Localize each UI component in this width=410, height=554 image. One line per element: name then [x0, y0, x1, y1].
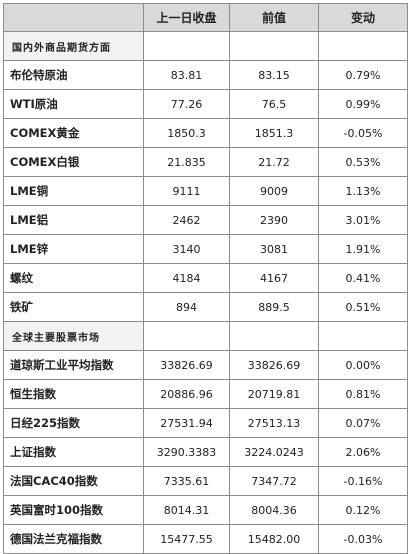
prev-close-value: 3140	[143, 234, 230, 264]
prior-value: 8004.36	[229, 495, 319, 525]
table-row: WTI原油 77.26 76.5 0.99%	[3, 89, 408, 119]
prev-close-value: 33826.69	[143, 350, 230, 380]
change-value: 0.81%	[318, 379, 408, 409]
row-name: LME锌	[3, 234, 144, 264]
table-row: 恒生指数 20886.96 20719.81 0.81%	[3, 379, 408, 409]
change-value: 3.01%	[318, 205, 408, 235]
change-value: 0.12%	[318, 495, 408, 525]
section-blank-cell	[229, 31, 319, 61]
section-blank-cell	[229, 321, 319, 351]
table-row: 英国富时100指数 8014.31 8004.36 0.12%	[3, 495, 408, 525]
prior-value: 889.5	[229, 292, 319, 322]
section-blank-cell	[143, 321, 230, 351]
row-name: LME铜	[3, 176, 144, 206]
section-row: 国内外商品期货方面	[3, 31, 408, 61]
table-row: 日经225指数 27531.94 27513.13 0.07%	[3, 408, 408, 438]
table-row: 上证指数 3290.3383 3224.0243 2.06%	[3, 437, 408, 467]
section-blank-cell	[318, 321, 408, 351]
change-value: 0.53%	[318, 147, 408, 177]
prior-value: 76.5	[229, 89, 319, 119]
table-row: 铁矿 894 889.5 0.51%	[3, 292, 408, 322]
prior-value: 9009	[229, 176, 319, 206]
row-name: 布伦特原油	[3, 60, 144, 90]
prev-close-value: 77.26	[143, 89, 230, 119]
section-row: 全球主要股票市场	[3, 321, 408, 351]
row-name: WTI原油	[3, 89, 144, 119]
table-row: COMEX白银 21.835 21.72 0.53%	[3, 147, 408, 177]
row-name: 螺纹	[3, 263, 144, 293]
change-value: 1.13%	[318, 176, 408, 206]
header-prior: 前值	[229, 3, 319, 32]
row-name: 英国富时100指数	[3, 495, 144, 525]
header-blank	[3, 3, 144, 32]
table-row: 道琼斯工业平均指数 33826.69 33826.69 0.00%	[3, 350, 408, 380]
table-row: LME铜 9111 9009 1.13%	[3, 176, 408, 206]
prev-close-value: 3290.3383	[143, 437, 230, 467]
row-name: COMEX黄金	[3, 118, 144, 148]
prev-close-value: 21.835	[143, 147, 230, 177]
table-row: LME铝 2462 2390 3.01%	[3, 205, 408, 235]
prior-value: 3081	[229, 234, 319, 264]
prev-close-value: 83.81	[143, 60, 230, 90]
header-prev-close: 上一日收盘	[143, 3, 230, 32]
change-value: 1.91%	[318, 234, 408, 264]
prior-value: 83.15	[229, 60, 319, 90]
prev-close-value: 27531.94	[143, 408, 230, 438]
prev-close-value: 20886.96	[143, 379, 230, 409]
prev-close-value: 7335.61	[143, 466, 230, 496]
prior-value: 33826.69	[229, 350, 319, 380]
row-name: 恒生指数	[3, 379, 144, 409]
prev-close-value: 15477.55	[143, 524, 230, 554]
change-value: -0.16%	[318, 466, 408, 496]
change-value: 0.07%	[318, 408, 408, 438]
table-row: COMEX黄金 1850.3 1851.3 -0.05%	[3, 118, 408, 148]
change-value: 0.41%	[318, 263, 408, 293]
row-name: 道琼斯工业平均指数	[3, 350, 144, 380]
row-name: 法国CAC40指数	[3, 466, 144, 496]
prev-close-value: 2462	[143, 205, 230, 235]
change-value: 0.51%	[318, 292, 408, 322]
prev-close-value: 8014.31	[143, 495, 230, 525]
row-name: 德国法兰克福指数	[3, 524, 144, 554]
section-title: 全球主要股票市场	[3, 321, 144, 351]
change-value: 0.79%	[318, 60, 408, 90]
section-title: 国内外商品期货方面	[3, 31, 144, 61]
market-data-table: 上一日收盘 前值 变动 国内外商品期货方面 布伦特原油 83.81 83.15 0.79…	[3, 3, 408, 554]
prior-value: 2390	[229, 205, 319, 235]
prior-value: 21.72	[229, 147, 319, 177]
row-name: 上证指数	[3, 437, 144, 467]
prev-close-value: 1850.3	[143, 118, 230, 148]
section-blank-cell	[318, 31, 408, 61]
prior-value: 15482.00	[229, 524, 319, 554]
table-row: 德国法兰克福指数 15477.55 15482.00 -0.03%	[3, 524, 408, 554]
prior-value: 3224.0243	[229, 437, 319, 467]
change-value: -0.03%	[318, 524, 408, 554]
prior-value: 4167	[229, 263, 319, 293]
change-value: 2.06%	[318, 437, 408, 467]
prior-value: 1851.3	[229, 118, 319, 148]
table-row: 布伦特原油 83.81 83.15 0.79%	[3, 60, 408, 90]
row-name: 日经225指数	[3, 408, 144, 438]
header-change: 变动	[318, 3, 408, 32]
table-header-row: 上一日收盘 前值 变动	[3, 3, 408, 32]
prev-close-value: 894	[143, 292, 230, 322]
row-name: LME铝	[3, 205, 144, 235]
change-value: 0.99%	[318, 89, 408, 119]
change-value: -0.05%	[318, 118, 408, 148]
table-row: LME锌 3140 3081 1.91%	[3, 234, 408, 264]
prior-value: 7347.72	[229, 466, 319, 496]
change-value: 0.00%	[318, 350, 408, 380]
prev-close-value: 9111	[143, 176, 230, 206]
section-blank-cell	[143, 31, 230, 61]
prior-value: 27513.13	[229, 408, 319, 438]
row-name: COMEX白银	[3, 147, 144, 177]
prior-value: 20719.81	[229, 379, 319, 409]
prev-close-value: 4184	[143, 263, 230, 293]
row-name: 铁矿	[3, 292, 144, 322]
table-row: 螺纹 4184 4167 0.41%	[3, 263, 408, 293]
table-body: 国内外商品期货方面 布伦特原油 83.81 83.15 0.79% WTI原油 77.26 7…	[3, 31, 408, 554]
table-row: 法国CAC40指数 7335.61 7347.72 -0.16%	[3, 466, 408, 496]
